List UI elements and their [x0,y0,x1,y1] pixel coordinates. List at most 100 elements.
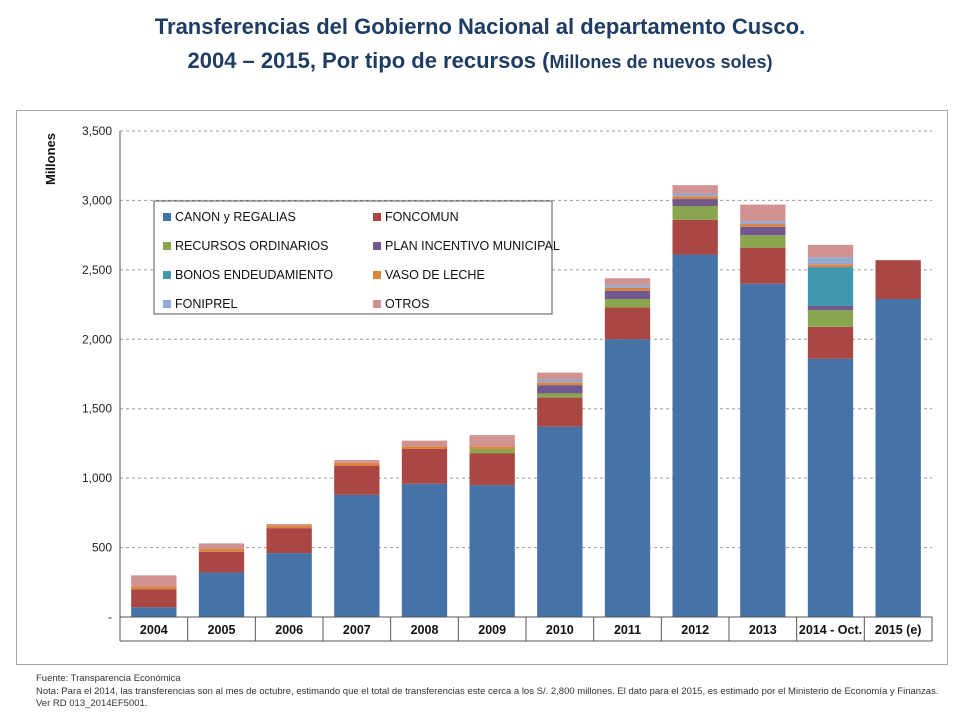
legend-swatch [163,213,171,221]
bar-segment [740,204,786,222]
bar-segment [334,460,380,463]
bar-segment [672,219,718,255]
legend-swatch [373,271,381,279]
legend-label: FONIPREL [175,297,238,311]
y-tick-label: 3,500 [82,124,112,138]
x-tick-label: 2006 [275,623,303,637]
bar-segment [672,199,718,206]
bar-segment [131,575,177,587]
bar-segment [198,551,245,573]
bar-segment [807,326,854,359]
bar-segment [604,290,651,300]
chart-title: Transferencias del Gobierno Nacional al … [0,10,960,79]
bar-segment [198,543,245,549]
bar-segment [672,196,718,200]
bar-segment [334,494,380,617]
bar-segment [807,257,854,265]
x-tick-label: 2011 [614,623,641,637]
legend-swatch [163,300,171,308]
legend-label: RECURSOS ORDINARIOS [175,239,329,253]
chart-frame: - 500 1,000 1,500 2,000 2,500 3,000 3,500 Millon… [16,110,948,665]
legend-label: OTROS [385,297,429,311]
x-tick-label: 2007 [343,623,371,637]
bar-segment [807,264,854,268]
bar-segment [469,435,515,447]
x-tick-label: 2014 - Oct. [799,623,862,637]
x-tick-label: 2008 [411,623,439,637]
legend-swatch [163,242,171,250]
y-tick-label: - [108,610,112,624]
bar-segment [672,254,718,617]
bar-segment [401,440,448,447]
legend-swatch [373,213,381,221]
bar-segment [604,339,651,617]
bar-segment [469,446,515,449]
bar-segment [334,462,380,466]
bar-segment [537,379,583,383]
legend-swatch [163,271,171,279]
legend-label: VASO DE LECHE [385,268,485,282]
bar-segment [875,299,921,617]
y-tick-label: 500 [92,541,112,555]
bar-segment [401,448,448,484]
bar-segment [469,485,515,617]
source-note: Fuente: Transparencia Económica [36,673,181,684]
bar-segment [537,385,583,394]
bar-segment [875,260,921,300]
x-tick-label: 2009 [478,623,506,637]
bar-segment [198,572,245,617]
stacked-bar-chart: - 500 1,000 1,500 2,000 2,500 3,000 3,500 Millon… [43,124,933,642]
y-tick-label: 1,500 [82,402,112,416]
bar-segment [198,548,245,552]
legend-label: CANON y REGALIAS [175,210,296,224]
title-line-2-unit: Millones de nuevos soles) [549,52,773,72]
bar-segment [672,185,718,194]
y-tick-label: 2,000 [82,332,112,346]
bar-segment [266,523,312,526]
bar-segment [131,607,177,617]
bar-segment [334,465,380,495]
y-tick-label: 1,000 [82,471,112,485]
bar-segment [672,193,718,197]
bar-segment [807,305,854,311]
bar-segment [807,358,854,617]
title-line-1: Transferencias del Gobierno Nacional al … [154,14,806,39]
bar-segment [740,247,786,284]
bar-segment [537,372,583,380]
x-tick-label: 2012 [681,623,709,637]
bar-segment [807,244,854,258]
bar-segment [604,287,651,291]
bar-segment [604,307,651,340]
bar-segment [266,525,312,529]
bar-segment [537,382,583,386]
y-axis-label: Millones [43,133,58,185]
bar-segment [604,278,651,286]
title-line-2: 2004 – 2015, Por tipo de recursos (Millo… [0,44,960,79]
legend-swatch [373,242,381,250]
legend-label: BONOS ENDEUDAMIENTO [175,268,333,282]
bar-segment [604,285,651,288]
x-tick-label: 2015 (e) [875,623,922,637]
bar-segment [537,393,583,398]
legend-label: PLAN INCENTIVO MUNICIPAL [385,239,560,253]
bar-segment [537,426,583,617]
bar-segment [740,283,786,617]
x-tick-label: 2010 [546,623,574,637]
y-tick-label: 3,000 [82,193,112,207]
bar-segment [537,397,583,427]
y-tick-label: 2,500 [82,263,112,277]
bar-segment [266,528,312,554]
bar-segment [131,589,177,608]
bar-segment [469,448,515,454]
footnotes: Fuente: Transparencia Económica Nota: Pa… [36,673,946,711]
explanatory-note: Nota: Para el 2014, las transferencias s… [36,685,939,710]
x-tick-label: 2004 [140,623,168,637]
legend-box [153,200,553,315]
bar-segment [604,299,651,308]
bar-segment [807,267,854,306]
bar-segment [266,553,312,617]
bar-segment [740,226,786,236]
bar-segment [740,235,786,248]
bar-segment [469,453,515,486]
bar-segment [131,586,177,590]
